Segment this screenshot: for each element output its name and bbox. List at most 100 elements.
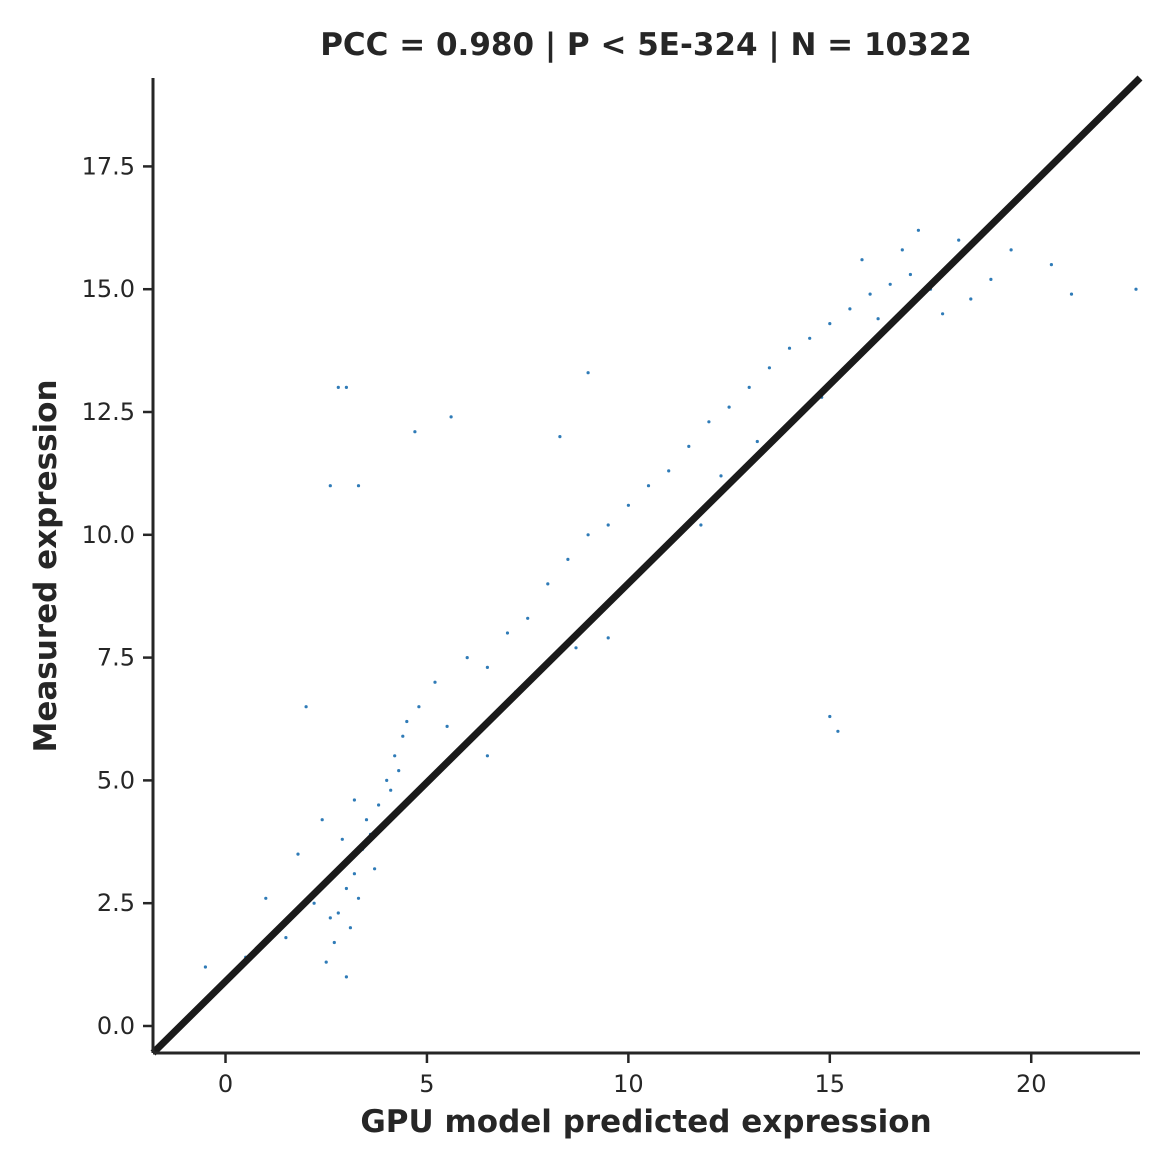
x-tick-label: 10 xyxy=(613,1070,644,1098)
y-axis-label: Measured expression xyxy=(28,379,64,752)
data-point xyxy=(352,798,356,802)
data-point xyxy=(957,238,961,242)
data-point xyxy=(324,960,328,964)
data-point xyxy=(203,965,207,969)
data-point xyxy=(385,778,389,783)
data-point xyxy=(574,646,578,650)
data-point xyxy=(356,484,361,488)
data-point xyxy=(320,818,324,822)
data-point xyxy=(755,439,759,444)
data-point xyxy=(969,297,973,301)
data-point xyxy=(558,435,562,439)
x-tick-label: 5 xyxy=(419,1070,434,1098)
data-point xyxy=(356,896,361,900)
data-point xyxy=(445,724,449,729)
data-point xyxy=(344,385,348,389)
data-point xyxy=(916,228,921,232)
data-point xyxy=(364,818,369,822)
data-point xyxy=(373,867,377,871)
data-point xyxy=(401,734,405,738)
data-point xyxy=(808,336,812,340)
data-point xyxy=(828,322,832,326)
data-point xyxy=(687,444,691,448)
data-point xyxy=(1069,292,1074,296)
data-point xyxy=(828,714,832,719)
y-tick-label: 12.5 xyxy=(82,398,135,426)
x-tick-label: 15 xyxy=(815,1070,846,1098)
y-tick-label: 5.0 xyxy=(97,766,135,794)
data-point xyxy=(332,940,336,945)
data-point xyxy=(449,415,453,419)
data-point xyxy=(606,636,610,640)
data-point xyxy=(767,366,772,370)
data-point xyxy=(505,631,510,635)
data-point xyxy=(941,312,945,316)
data-point xyxy=(860,258,864,262)
data-point xyxy=(397,769,401,773)
data-point xyxy=(546,582,550,586)
y-tick-label: 7.5 xyxy=(97,644,135,672)
data-point xyxy=(566,557,570,562)
data-point xyxy=(646,484,651,488)
data-point xyxy=(900,248,904,252)
data-point xyxy=(586,371,590,375)
data-point xyxy=(348,926,352,930)
data-point xyxy=(727,405,731,409)
data-point xyxy=(284,936,288,940)
data-point xyxy=(485,665,489,670)
y-axis-ticks: 0.0 2.5 5.0 7.5 10.0 12.5 15.0 17.5 xyxy=(82,152,153,1040)
y-tick-label: 10.0 xyxy=(82,521,135,549)
x-axis-ticks: 0 5 10 15 20 xyxy=(218,1053,1047,1098)
data-point xyxy=(667,469,671,473)
data-point xyxy=(707,420,711,424)
data-point xyxy=(719,474,723,478)
data-point xyxy=(352,872,356,876)
data-point xyxy=(526,616,530,620)
data-point xyxy=(989,277,993,281)
data-point xyxy=(1009,248,1013,252)
data-point xyxy=(433,680,437,684)
data-point xyxy=(626,503,631,507)
y-tick-label: 15.0 xyxy=(82,275,135,303)
chart-title: PCC = 0.980 | P < 5E-324 | N = 10322 xyxy=(320,27,972,63)
x-tick-label: 20 xyxy=(1016,1070,1047,1098)
data-point xyxy=(787,346,792,350)
x-axis-label: GPU model predicted expression xyxy=(360,1104,931,1140)
data-point xyxy=(1049,263,1053,267)
data-point xyxy=(304,705,308,709)
y-tick-label: 0.0 xyxy=(97,1012,135,1040)
data-point xyxy=(264,896,268,900)
data-point xyxy=(606,523,610,527)
data-point xyxy=(312,901,316,905)
data-point xyxy=(485,754,489,758)
data-point xyxy=(344,886,348,891)
identity-line-layer xyxy=(150,75,1143,1056)
data-point xyxy=(344,975,348,979)
data-point xyxy=(836,729,840,733)
data-point xyxy=(328,916,332,920)
data-point xyxy=(417,705,421,709)
data-point xyxy=(848,307,852,311)
data-point xyxy=(1134,287,1138,291)
data-point xyxy=(876,317,880,321)
data-point xyxy=(336,911,340,915)
data-point xyxy=(413,430,417,434)
data-point xyxy=(389,788,393,792)
data-point xyxy=(340,837,344,841)
data-point xyxy=(465,656,469,660)
data-point xyxy=(336,385,340,389)
data-point xyxy=(296,852,300,856)
data-point xyxy=(586,533,590,537)
data-point xyxy=(868,292,872,296)
data-point xyxy=(405,719,409,724)
data-point xyxy=(888,282,892,286)
data-point xyxy=(747,385,751,389)
y-tick-label: 2.5 xyxy=(97,889,135,917)
identity-line xyxy=(150,75,1143,1056)
data-point xyxy=(699,523,703,527)
data-point xyxy=(328,484,332,488)
data-point xyxy=(908,272,913,277)
x-tick-label: 0 xyxy=(218,1070,233,1098)
y-tick-label: 17.5 xyxy=(82,152,135,180)
